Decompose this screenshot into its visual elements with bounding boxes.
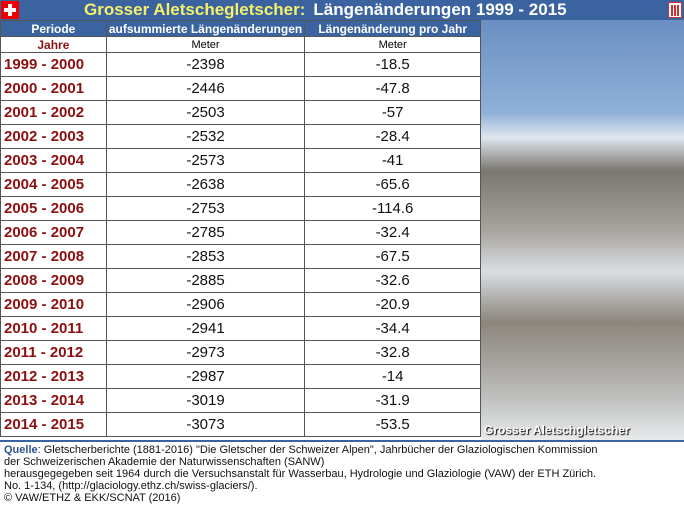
per-year-cell: -20.9: [304, 292, 481, 317]
title-bar: Grosser Aletschegletscher: Längenänderung…: [0, 0, 684, 20]
table-row: 2002 - 2003 -2532 -28.4: [0, 124, 481, 149]
header-period: Periode: [0, 20, 107, 37]
per-year-cell: -32.6: [304, 268, 481, 293]
period-cell: 2004 - 2005: [0, 172, 107, 197]
cumulative-cell: -2638: [105, 172, 306, 197]
table-row: 2008 - 2009 -2885 -32.6: [0, 268, 481, 293]
cumulative-cell: -2973: [105, 340, 306, 365]
period-cell: 2007 - 2008: [0, 244, 107, 269]
header-cumulative: aufsummierte Längenänderungen: [105, 20, 306, 37]
table-row: 2014 - 2015 -3073 -53.5: [0, 412, 481, 437]
menu-icon[interactable]: [668, 2, 682, 18]
title-subject: Längenänderungen 1999 - 2015: [313, 0, 567, 19]
period-cell: 2011 - 2012: [0, 340, 107, 365]
per-year-cell: -34.4: [304, 316, 481, 341]
period-cell: 2000 - 2001: [0, 76, 107, 101]
photo-label: Grosser Aletschgletscher: [484, 423, 630, 437]
period-cell: 2003 - 2004: [0, 148, 107, 173]
per-year-cell: -18.5: [304, 52, 481, 77]
period-cell: 2008 - 2009: [0, 268, 107, 293]
source-line: : Gletscherberichte (1881-2016) "Die Gle…: [37, 444, 598, 456]
cumulative-cell: -2785: [105, 220, 306, 245]
table-row: 2000 - 2001 -2446 -47.8: [0, 76, 481, 101]
per-year-cell: -114.6: [304, 196, 481, 221]
source-line: der Schweizerischen Akademie der Naturwi…: [4, 456, 325, 468]
table-row: 2005 - 2006 -2753 -114.6: [0, 196, 481, 221]
per-year-cell: -67.5: [304, 244, 481, 269]
cumulative-cell: -2532: [105, 124, 306, 149]
table-row: 2010 - 2011 -2941 -34.4: [0, 316, 481, 341]
cumulative-cell: -3073: [105, 412, 306, 437]
source-label: Quelle: [4, 444, 38, 456]
unit-years: Jahre: [0, 36, 107, 53]
source-line: herausgegegeben seit 1964 durch die Vers…: [4, 468, 597, 480]
period-cell: 2010 - 2011: [0, 316, 107, 341]
period-cell: 2012 - 2013: [0, 364, 107, 389]
cumulative-cell: -2398: [105, 52, 306, 77]
period-cell: 2014 - 2015: [0, 412, 107, 437]
per-year-cell: -32.4: [304, 220, 481, 245]
cumulative-cell: -2987: [105, 364, 306, 389]
source-footer: Quelle: Gletscherberichte (1881-2016) "D…: [0, 440, 684, 505]
period-cell: 2006 - 2007: [0, 220, 107, 245]
table-row: 2012 - 2013 -2987 -14: [0, 364, 481, 389]
unit-meters: Meter: [304, 36, 481, 53]
table-row: 2006 - 2007 -2785 -32.4: [0, 220, 481, 245]
length-change-table: Periode aufsummierte Längenänderungen Lä…: [0, 20, 481, 437]
period-cell: 2002 - 2003: [0, 124, 107, 149]
title-glacier: Grosser Aletschegletscher:: [84, 0, 306, 19]
table-row: 2009 - 2010 -2906 -20.9: [0, 292, 481, 317]
period-cell: 2013 - 2014: [0, 388, 107, 413]
glacier-photo: Grosser Aletschgletscher: [481, 20, 684, 440]
period-cell: 2009 - 2010: [0, 292, 107, 317]
page-title: Grosser Aletschegletscher: Längenänderung…: [84, 0, 567, 20]
period-cell: 2001 - 2002: [0, 100, 107, 125]
table-row: 2004 - 2005 -2638 -65.6: [0, 172, 481, 197]
table-row: 2001 - 2002 -2503 -57: [0, 100, 481, 125]
period-cell: 2005 - 2006: [0, 196, 107, 221]
unit-meters: Meter: [105, 36, 306, 53]
source-line: No. 1-134, (http://glaciology.ethz.ch/sw…: [4, 480, 258, 492]
per-year-cell: -32.8: [304, 340, 481, 365]
cumulative-cell: -2906: [105, 292, 306, 317]
per-year-cell: -65.6: [304, 172, 481, 197]
cumulative-cell: -3019: [105, 388, 306, 413]
per-year-cell: -14: [304, 364, 481, 389]
swiss-flag-icon: [1, 1, 19, 19]
per-year-cell: -31.9: [304, 388, 481, 413]
period-cell: 1999 - 2000: [0, 52, 107, 77]
cumulative-cell: -2885: [105, 268, 306, 293]
header-per-year: Längenänderung pro Jahr: [304, 20, 481, 37]
cumulative-cell: -2941: [105, 316, 306, 341]
per-year-cell: -47.8: [304, 76, 481, 101]
per-year-cell: -53.5: [304, 412, 481, 437]
table-row: 2007 - 2008 -2853 -67.5: [0, 244, 481, 269]
table-row: 2011 - 2012 -2973 -32.8: [0, 340, 481, 365]
per-year-cell: -57: [304, 100, 481, 125]
per-year-cell: -41: [304, 148, 481, 173]
table-row: 2003 - 2004 -2573 -41: [0, 148, 481, 173]
cumulative-cell: -2503: [105, 100, 306, 125]
cumulative-cell: -2573: [105, 148, 306, 173]
cumulative-cell: -2753: [105, 196, 306, 221]
per-year-cell: -28.4: [304, 124, 481, 149]
cumulative-cell: -2446: [105, 76, 306, 101]
cumulative-cell: -2853: [105, 244, 306, 269]
table-row: 1999 - 2000 -2398 -18.5: [0, 52, 481, 77]
table-row: 2013 - 2014 -3019 -31.9: [0, 388, 481, 413]
copyright: © VAW/ETHZ & EKK/SCNAT (2016): [4, 492, 181, 504]
